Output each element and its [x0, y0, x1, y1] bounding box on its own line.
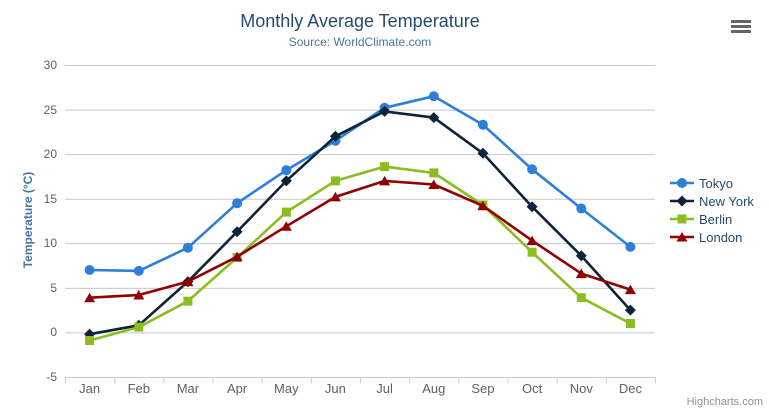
y-axis-label: 30 — [43, 58, 57, 72]
series-marker-square[interactable] — [281, 207, 291, 217]
series-marker-triangle[interactable] — [428, 179, 440, 190]
legend-label: New York — [699, 193, 754, 209]
series-line-london — [88, 179, 632, 300]
series-marker-circle — [677, 178, 687, 188]
series-marker-diamond[interactable] — [428, 112, 440, 124]
legend-item-london[interactable]: London — [669, 228, 754, 246]
x-axis-label-mar: Mar — [176, 381, 200, 396]
y-axis-label: -5 — [46, 370, 57, 384]
legend-item-tokyo[interactable]: Tokyo — [669, 174, 754, 192]
series-marker-diamond[interactable] — [526, 201, 538, 213]
legend-label: London — [699, 229, 743, 245]
series-marker-circle[interactable] — [182, 242, 193, 253]
series-marker-triangle[interactable] — [624, 284, 636, 295]
series-marker-circle[interactable] — [428, 91, 439, 102]
series-marker-triangle[interactable] — [280, 221, 292, 231]
series-marker-square[interactable] — [380, 162, 390, 172]
series-marker-diamond[interactable] — [231, 226, 243, 238]
series-marker-triangle — [676, 232, 688, 242]
series-marker-diamond — [676, 195, 688, 207]
series-marker-circle[interactable] — [281, 165, 292, 176]
legend-diamond-icon — [670, 195, 694, 207]
series-marker-diamond[interactable] — [329, 130, 341, 142]
series-marker-diamond[interactable] — [575, 250, 587, 262]
series-marker-circle[interactable] — [477, 119, 488, 130]
series-marker-diamond[interactable] — [379, 105, 391, 117]
series-marker-square[interactable] — [527, 247, 537, 257]
series-marker-square[interactable] — [576, 293, 586, 303]
series-marker-circle[interactable] — [133, 265, 144, 276]
series-tokyo — [84, 91, 636, 276]
y-axis-label: 20 — [43, 147, 57, 162]
legend-triangle-icon — [670, 232, 694, 242]
x-axis-label-jun: Jun — [324, 381, 346, 396]
chart-title: Monthly Average Temperature — [240, 11, 480, 31]
x-axis-label-may: May — [274, 381, 299, 396]
series-marker-circle[interactable] — [625, 241, 636, 252]
series-marker-triangle[interactable] — [182, 276, 194, 287]
legend: Tokyo New York Berlin London — [669, 174, 754, 246]
series-marker-triangle[interactable] — [133, 290, 145, 300]
legend-item-new-york[interactable]: New York — [669, 192, 754, 210]
x-axis-label-feb: Feb — [127, 381, 150, 396]
x-axis-label-oct: Oct — [521, 381, 543, 396]
series-marker-square[interactable] — [134, 322, 144, 332]
series-line-new-york — [88, 110, 632, 336]
x-axis-label-aug: Aug — [422, 381, 446, 396]
x-axis-label-apr: Apr — [226, 381, 248, 396]
series-marker-triangle[interactable] — [526, 235, 538, 246]
series-marker-triangle[interactable] — [379, 175, 391, 186]
chart-subtitle: Source: WorldClimate.com — [288, 35, 432, 49]
legend-circle-icon — [670, 178, 694, 188]
series-line-berlin — [88, 165, 632, 342]
series-marker-square[interactable] — [85, 336, 95, 345]
y-axis-label: 15 — [43, 191, 57, 206]
series-marker-triangle[interactable] — [84, 292, 96, 303]
x-axis-label-jan: Jan — [79, 381, 101, 396]
series-marker-diamond[interactable] — [624, 304, 636, 316]
series-new-york — [84, 105, 636, 340]
series-marker-square[interactable] — [429, 168, 439, 178]
series-marker-circle[interactable] — [232, 198, 243, 209]
credits-link[interactable]: Highcharts.com — [686, 396, 763, 408]
export-menu-button[interactable] — [728, 18, 758, 42]
series-marker-triangle[interactable] — [477, 200, 489, 211]
legend-square-icon — [670, 214, 694, 224]
series-marker-diamond[interactable] — [280, 175, 292, 187]
series-marker-triangle[interactable] — [329, 191, 341, 202]
series-marker-square[interactable] — [183, 296, 193, 306]
y-axis-label: 10 — [43, 236, 57, 251]
series-marker-square — [677, 214, 687, 224]
series-marker-circle[interactable] — [84, 265, 95, 275]
y-axis-label: 0 — [50, 325, 57, 340]
series-marker-square[interactable] — [330, 176, 340, 186]
series-marker-circle[interactable] — [527, 164, 538, 175]
x-axis-label-nov: Nov — [569, 381, 593, 396]
x-axis-label-dec: Dec — [618, 381, 642, 396]
y-axis-label: 25 — [43, 102, 57, 117]
hamburger-icon — [731, 20, 751, 23]
series-marker-circle[interactable] — [576, 203, 587, 214]
series-marker-square[interactable] — [625, 319, 635, 328]
y-axis-label: 5 — [50, 280, 57, 295]
legend-label: Tokyo — [699, 175, 733, 191]
legend-label: Berlin — [699, 211, 733, 227]
series-london — [84, 175, 636, 303]
x-axis-label-jul: Jul — [376, 381, 393, 396]
series-marker-diamond[interactable] — [477, 147, 489, 159]
legend-item-berlin[interactable]: Berlin — [669, 210, 754, 228]
series-marker-triangle[interactable] — [575, 268, 587, 279]
series-marker-triangle[interactable] — [231, 251, 243, 262]
x-axis-label-sep: Sep — [471, 381, 495, 396]
